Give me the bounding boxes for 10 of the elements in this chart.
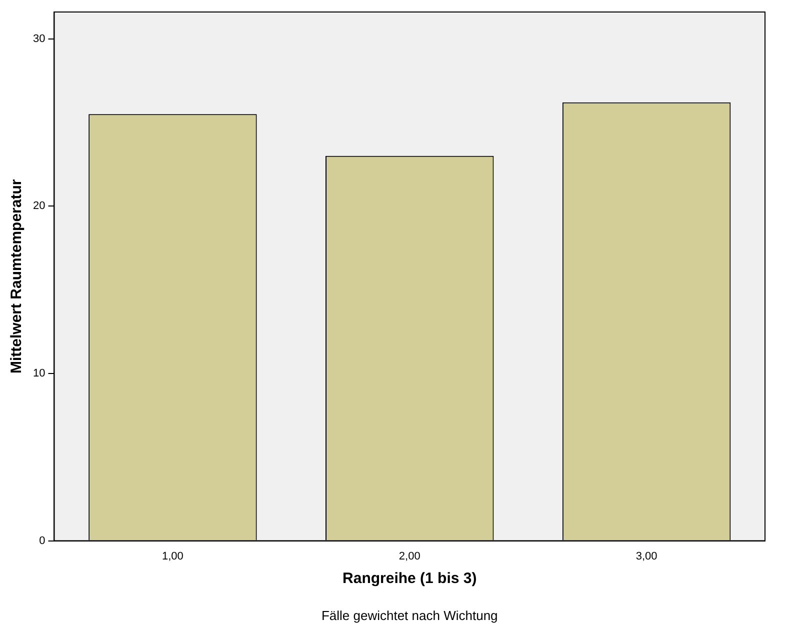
text: Fälle gewichtet nach Wichtung (321, 608, 498, 623)
y-tick-label: 10 (32, 367, 46, 380)
x-tick-label: 3,00 (636, 550, 658, 562)
y-tick-label: 0 (39, 534, 46, 547)
x-tick-label: 2,00 (398, 550, 420, 562)
x-axis-title: Rangreihe (1 bis 3) (342, 570, 477, 588)
y-tick-label: 30 (32, 32, 46, 45)
y-tick-label: 20 (32, 200, 46, 212)
x-tick-label: 1,00 (162, 550, 184, 562)
y-axis-title: Mittelwert Raumtemperatur (8, 179, 26, 374)
